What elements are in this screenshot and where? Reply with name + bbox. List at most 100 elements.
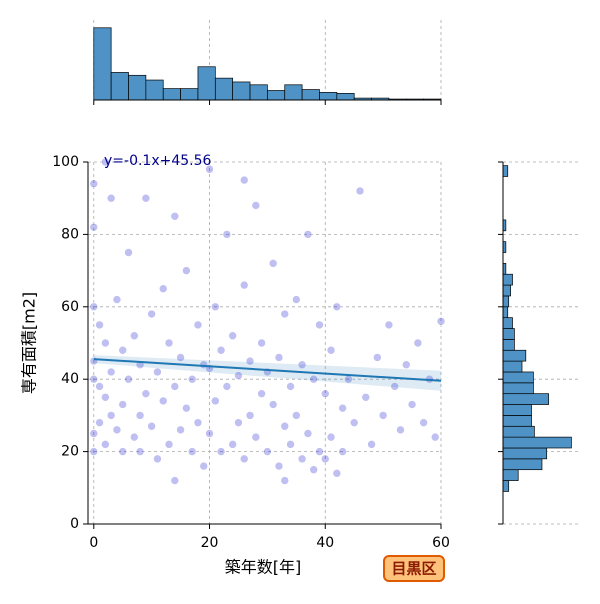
scatter-point [129,432,139,442]
scatter-point [106,411,116,420]
scatter-point [101,157,110,167]
scatter-point [315,447,324,456]
hist-bar [214,77,234,101]
scatter-point [234,371,243,380]
scatter-point [118,345,128,355]
scatter-point [170,382,180,391]
scatter-point [303,429,313,438]
scatter-point [320,389,330,398]
scatter-point [216,447,226,456]
scatter-point [89,222,99,232]
scatter-point [251,201,261,210]
axes-spines [87,162,441,525]
scatter-point [129,331,139,341]
scatter-point [211,396,220,406]
hist-bar [336,92,355,101]
scatter-point [292,411,301,420]
scatter-point [211,302,220,312]
scatter-point [228,440,237,449]
scatter-point [361,392,371,402]
scatter-point [228,331,237,341]
hist-bar [502,447,548,460]
scatter-point [332,302,342,312]
scatter-point [182,266,191,275]
scatter-point [118,447,128,456]
y-tick-label: 100 [52,154,79,170]
hist-bar [502,436,572,449]
scatter-point [234,418,243,427]
scatter-point [401,360,411,370]
hist-bar [502,469,519,481]
scatter-point [193,320,203,330]
hist-bar [502,382,534,395]
hist-bar [267,90,286,101]
scatter-point [280,476,290,485]
scatter-point [141,389,151,398]
scatter-point [373,353,382,362]
scatter-point [286,440,295,449]
scatter-point [147,309,156,319]
scatter-point [222,230,232,239]
hist-bar [502,404,532,416]
hist-bar [197,66,216,101]
scatter-point [95,418,104,427]
scatter-point [349,418,359,427]
scatter-point [274,353,284,362]
hist-bar [502,306,509,319]
scatter-point [106,367,116,377]
x-axis-label: 築年数[年] [225,558,302,577]
scatter-point [141,193,151,203]
hist-bar [502,284,511,297]
scatter-point [419,418,428,427]
scatter-point [303,230,313,239]
scatter-point [95,382,104,391]
hist-bar [502,480,510,492]
scatter-point [147,421,156,431]
scatter-point [257,338,266,348]
scatter-point [182,403,191,413]
scatter-point [257,389,266,398]
scatter-point [153,454,162,464]
hist-bar [93,27,112,101]
scatter-point [101,440,110,449]
scatter-point [89,374,99,384]
scatter-point [245,356,255,366]
scatter-point [326,345,336,355]
scatter-point [280,309,290,319]
y-tick-label: 80 [61,226,79,242]
scatter-point [430,432,440,442]
y-tick-label: 40 [61,371,79,387]
scatter-point [170,476,180,485]
scatter-point [101,338,110,348]
scatter-point [89,179,99,189]
badge-box [383,555,445,582]
scatter-point [338,447,347,456]
scatter-point [135,411,145,420]
hist-bar [249,84,268,101]
hist-bar [502,415,532,427]
y-tick-label: 0 [70,516,79,532]
scatter-point [106,193,116,203]
scatter-point [309,465,318,475]
hist-bar [502,425,535,438]
badge: 目黒区 [391,560,436,578]
scatter-point [367,440,376,449]
scatter-point [268,400,278,409]
annotation: y=-0.1x+45.56 [104,153,212,169]
scatter-point [176,425,185,435]
hist-bar [301,89,320,101]
scatter-point [89,429,99,438]
scatter-point [239,175,249,185]
hist-bar [502,371,534,384]
scatter-point [390,382,400,391]
scatter-point [436,316,446,326]
scatter-point [95,320,104,330]
scatter-point [245,411,255,420]
scatter-point [274,461,284,471]
scatter-point [332,469,342,478]
regression-line [93,358,442,382]
hist-bar [162,88,181,101]
hist-bar [110,72,129,101]
scatter-point [413,338,423,348]
